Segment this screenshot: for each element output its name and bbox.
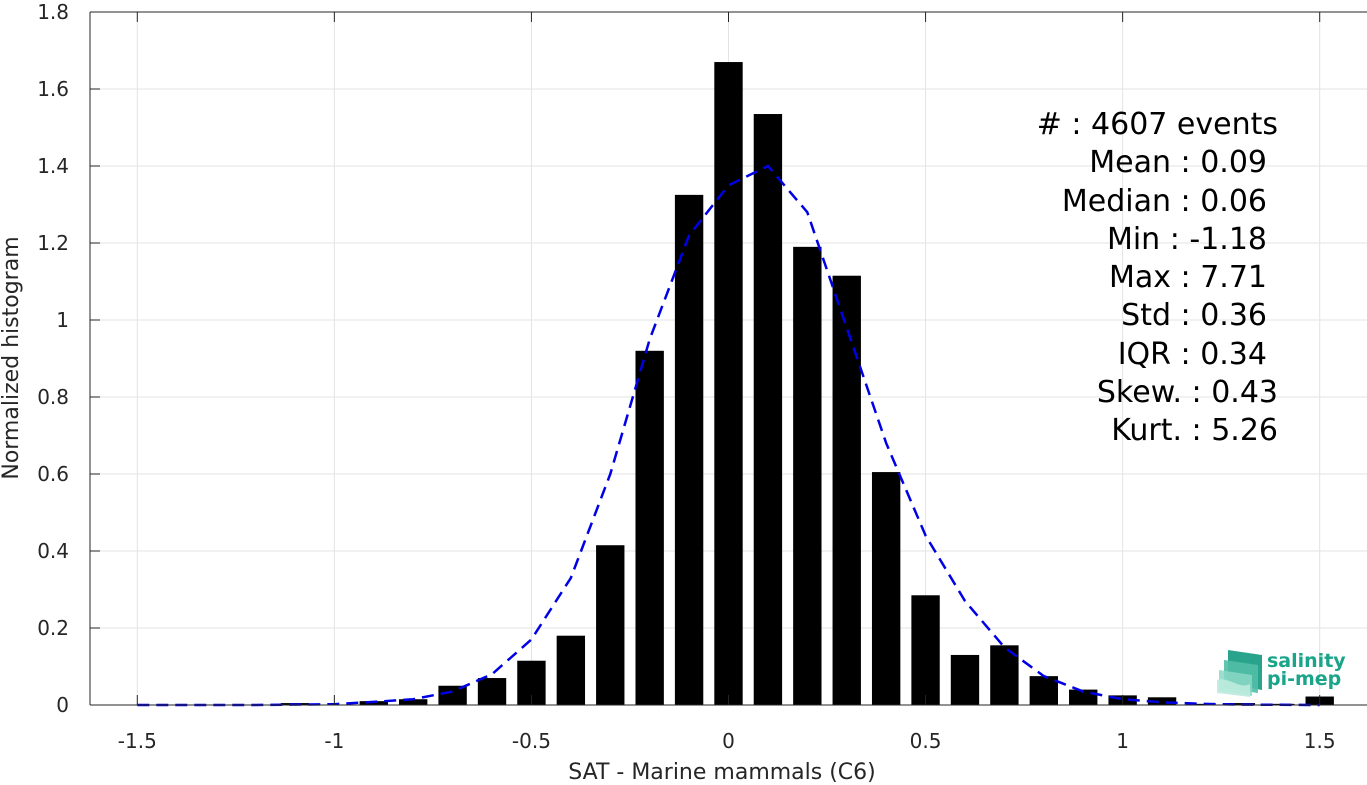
histogram-bar [911, 595, 940, 705]
histogram-bar [438, 685, 467, 705]
x-tick-label: 0 [722, 729, 735, 753]
x-tick-label: -1.5 [118, 729, 157, 753]
histogram-bar [399, 699, 428, 705]
y-tick-label: 1 [56, 308, 69, 332]
histogram-bar [1029, 676, 1058, 705]
histogram-bar [950, 654, 980, 705]
logo-line2: pi-mep [1267, 668, 1341, 690]
stats-std: Std : 0.36 [1121, 298, 1267, 333]
histogram-bar [793, 246, 822, 705]
histogram-bar [674, 194, 704, 705]
histogram-bar [596, 545, 625, 705]
y-tick-label: 0 [56, 693, 69, 717]
stats-count: # : 4607 events [1037, 107, 1278, 142]
fit-curve [137, 164, 1320, 707]
histogram-bar [635, 350, 664, 705]
histogram-bar [1147, 697, 1177, 705]
y-tick-label: 0.4 [37, 539, 69, 563]
histogram-bar [714, 62, 743, 706]
axes-frame [89, 11, 1367, 706]
stats-skew: Skew. : 0.43 [1097, 375, 1278, 410]
stats-annotation: # : 4607 events Mean : 0.09 Median : 0.0… [1037, 107, 1278, 448]
histogram-bar [871, 472, 901, 705]
x-tick-label: 1.5 [1304, 729, 1336, 753]
y-tick-labels: 0 0.2 0.4 0.6 0.8 1 1.2 1.4 1.6 1.8 [37, 0, 69, 717]
wave-logo-icon [1217, 650, 1262, 697]
histogram-bar [832, 275, 861, 705]
stats-max: Max : 7.71 [1109, 260, 1267, 295]
stats-iqr: IQR : 0.34 [1118, 337, 1267, 372]
stats-min: Min : -1.18 [1107, 222, 1267, 257]
y-tick-label: 0.8 [37, 385, 69, 409]
histogram-bar [1069, 689, 1098, 705]
salinity-pi-mep-logo: salinity pi-mep [1217, 650, 1346, 697]
y-tick-label: 1.8 [37, 0, 69, 24]
histogram-bar [477, 678, 507, 705]
x-tick-label: 1 [1116, 729, 1129, 753]
x-tick-labels: -1.5 -1 -0.5 0 0.5 1 1.5 [118, 729, 1336, 753]
x-axis-title: SAT - Marine mammals (C6) [568, 760, 876, 785]
y-tick-label: 1.4 [37, 154, 69, 178]
histogram-bars [280, 62, 1334, 706]
histogram-bar [556, 635, 586, 705]
x-tick-label: -1 [324, 729, 344, 753]
x-tick-label: -0.5 [512, 729, 551, 753]
histogram-bar [753, 114, 783, 705]
x-tick-label: 0.5 [910, 729, 942, 753]
y-tick-label: 0.6 [37, 462, 69, 486]
stats-kurt: Kurt. : 5.26 [1111, 413, 1278, 448]
histogram-bar [1226, 703, 1256, 705]
stats-mean: Mean : 0.09 [1089, 145, 1267, 180]
logo-line1: salinity [1267, 650, 1346, 672]
y-tick-label: 0.2 [37, 616, 69, 640]
y-axis-title: Normalized histogram [0, 236, 24, 479]
plot-area: -1.5 -1 -0.5 0 0.5 1 1.5 0 0.2 0.4 0.6 0.8 1 1.2 1.4 1… [37, 0, 1367, 753]
y-tick-label: 1.6 [37, 77, 69, 101]
stats-median: Median : 0.06 [1062, 184, 1267, 219]
y-tick-label: 1.2 [37, 231, 69, 255]
histogram-bar [1187, 703, 1216, 705]
